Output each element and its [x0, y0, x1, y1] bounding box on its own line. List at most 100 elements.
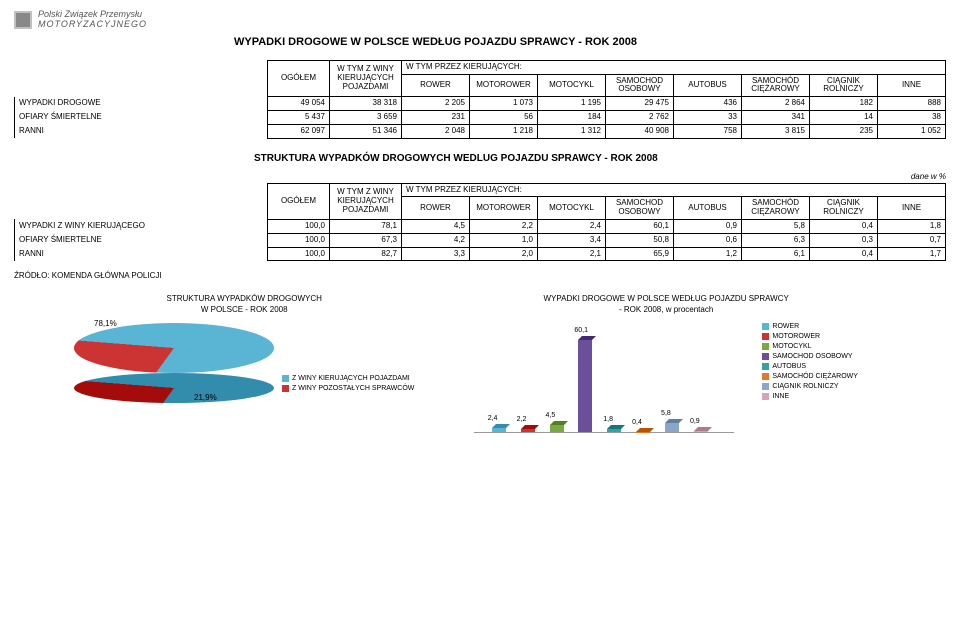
table-cell: 1,8 — [878, 219, 946, 233]
table-cell: 2,0 — [470, 247, 538, 261]
table-percent: OGÓŁEMW TYM Z WINY KIERUJĄCYCH POJAZDAMI… — [14, 183, 946, 262]
table-cell: 62 097 — [268, 124, 330, 138]
table-cell: 341 — [742, 110, 810, 124]
org-logo: Polski Związek Przemysłu MOTORYZACYJNEGO — [14, 10, 946, 30]
table-cell: 2 048 — [402, 124, 470, 138]
table-row-label: RANNI — [15, 247, 268, 261]
table-cell: 1 195 — [538, 97, 606, 111]
pie-chart-title: STRUKTURA WYPADKÓW DROGOWYCHW POLSCE - R… — [166, 294, 321, 315]
bar-chart-box: WYPADKI DROGOWE W POLSCE WEDŁUG POJAZDU … — [474, 294, 858, 463]
legend-item: MOTOCYKL — [762, 343, 858, 350]
table-cell: 56 — [470, 110, 538, 124]
legend-item: SAMOCHÓD CIĘŻAROWY — [762, 373, 858, 380]
table-cell: 2 864 — [742, 97, 810, 111]
table-cell: 3 659 — [330, 110, 402, 124]
table-cell: 0,3 — [810, 233, 878, 247]
pie-chart: 78,1%21,9% — [74, 323, 274, 443]
table-cell: 2 762 — [606, 110, 674, 124]
table-cell: 2,4 — [538, 219, 606, 233]
bar-label: 4,5 — [546, 412, 556, 419]
table-cell: 5 437 — [268, 110, 330, 124]
legend-label: Z WINY KIERUJĄCYCH POJAZDAMI — [292, 375, 410, 382]
table-cell: 2 205 — [402, 97, 470, 111]
table-cell: 0,4 — [810, 247, 878, 261]
table-cell: 100,0 — [268, 219, 330, 233]
legend-label: CIĄGNIK ROLNICZY — [772, 383, 838, 390]
charts-row: STRUKTURA WYPADKÓW DROGOWYCHW POLSCE - R… — [14, 294, 946, 463]
table-cell: 0,4 — [810, 219, 878, 233]
table-cell: 1,2 — [674, 247, 742, 261]
dane-label: dane w % — [14, 172, 946, 181]
table-cell: 4,5 — [402, 219, 470, 233]
bar-label: 2,4 — [488, 415, 498, 422]
table-cell: 3,3 — [402, 247, 470, 261]
bar-chart-title: WYPADKI DROGOWE W POLSCE WEDŁUG POJAZDU … — [543, 294, 788, 315]
source-text: ŹRÓDŁO: KOMENDA GŁÓWNA POLICJI — [14, 271, 946, 280]
bar-legend: ROWER MOTOROWER MOTOCYKL SAMOCHOD OSOBOWY AU… — [762, 323, 858, 400]
legend-item: Z WINY KIERUJĄCYCH POJAZDAMI — [282, 375, 414, 382]
table-cell: 436 — [674, 97, 742, 111]
table-row-label: WYPADKI DROGOWE — [15, 97, 268, 111]
bar-label: 0,4 — [632, 419, 642, 426]
table-cell: 100,0 — [268, 233, 330, 247]
table-cell: 1 052 — [878, 124, 946, 138]
logo-text: Polski Związek Przemysłu MOTORYZACYJNEGO — [38, 10, 147, 30]
legend-item: ROWER — [762, 323, 858, 330]
legend-item: MOTOROWER — [762, 333, 858, 340]
table-cell: 184 — [538, 110, 606, 124]
table-row-label: OFIARY ŚMIERTELNE — [15, 233, 268, 247]
table-cell: 1,7 — [878, 247, 946, 261]
table-cell: 50,8 — [606, 233, 674, 247]
bar-label: 2,2 — [517, 416, 527, 423]
table-cell: 60,1 — [606, 219, 674, 233]
table-cell: 231 — [402, 110, 470, 124]
table-cell: 65,9 — [606, 247, 674, 261]
table-cell: 100,0 — [268, 247, 330, 261]
legend-label: Z WINY POZOSTAŁYCH SPRAWCÓW — [292, 385, 414, 392]
table-row-label: RANNI — [15, 124, 268, 138]
pie-slice-label: 78,1% — [94, 319, 117, 328]
table-cell: 14 — [810, 110, 878, 124]
main-title: WYPADKI DROGOWE W POLSCE WEDŁUG POJAZDU … — [234, 36, 946, 48]
legend-label: MOTOROWER — [772, 333, 820, 340]
table-cell: 49 054 — [268, 97, 330, 111]
table-cell: 3,4 — [538, 233, 606, 247]
legend-label: ROWER — [772, 323, 799, 330]
legend-item: Z WINY POZOSTAŁYCH SPRAWCÓW — [282, 385, 414, 392]
table-cell: 1 073 — [470, 97, 538, 111]
table-cell: 1 312 — [538, 124, 606, 138]
legend-item: AUTOBUS — [762, 363, 858, 370]
bar-label: 60,1 — [574, 327, 588, 334]
table-cell: 1 218 — [470, 124, 538, 138]
table-cell: 38 318 — [330, 97, 402, 111]
logo-line2: MOTORYZACYJNEGO — [38, 20, 147, 30]
bar-label: 1,8 — [603, 416, 613, 423]
table-cell: 6,1 — [742, 247, 810, 261]
legend-item: CIĄGNIK ROLNICZY — [762, 383, 858, 390]
table-cell: 38 — [878, 110, 946, 124]
table-cell: 2,2 — [470, 219, 538, 233]
bar-label: 5,8 — [661, 410, 671, 417]
table-cell: 0,6 — [674, 233, 742, 247]
bar-label: 0,9 — [690, 418, 700, 425]
table-cell: 888 — [878, 97, 946, 111]
table-cell: 182 — [810, 97, 878, 111]
table-cell: 6,3 — [742, 233, 810, 247]
table-cell: 2,1 — [538, 247, 606, 261]
legend-label: SAMOCHOD OSOBOWY — [772, 353, 852, 360]
table-cell: 758 — [674, 124, 742, 138]
table-cell: 82,7 — [330, 247, 402, 261]
table-row-label: OFIARY ŚMIERTELNE — [15, 110, 268, 124]
table-cell: 4,2 — [402, 233, 470, 247]
table-cell: 40 908 — [606, 124, 674, 138]
table-row-label: WYPADKI Z WINY KIERUJĄCEGO — [15, 219, 268, 233]
table-cell: 5,8 — [742, 219, 810, 233]
table-absolute: OGÓŁEMW TYM Z WINY KIERUJĄCYCH POJAZDAMI… — [14, 60, 946, 139]
table-cell: 1,0 — [470, 233, 538, 247]
section2-title: STRUKTURA WYPADKÓW DROGOWYCH WEDLUG POJA… — [254, 153, 946, 164]
pie-slice-label: 21,9% — [194, 393, 217, 402]
legend-item: INNE — [762, 393, 858, 400]
legend-label: MOTOCYKL — [772, 343, 811, 350]
table-cell: 33 — [674, 110, 742, 124]
table-cell: 51 346 — [330, 124, 402, 138]
